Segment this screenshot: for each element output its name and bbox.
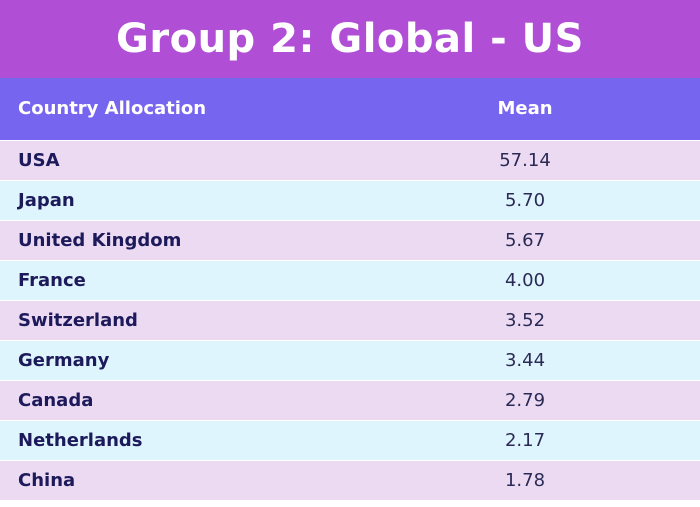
table-row: China 1.78 (0, 461, 700, 500)
mean-cell: 3.44 (504, 350, 546, 371)
mean-cell: 3.52 (504, 310, 546, 331)
table-row: Netherlands 2.17 (0, 421, 700, 460)
table-header-row: Country Allocation Mean (0, 78, 700, 140)
mean-cell: 4.00 (504, 270, 546, 291)
table-row: Japan 5.70 (0, 181, 700, 220)
table-row: France 4.00 (0, 261, 700, 300)
column-header-mean: Mean (497, 98, 553, 119)
mean-cell: 5.67 (504, 230, 546, 251)
country-cell: Netherlands (18, 430, 143, 451)
mean-cell: 5.70 (504, 190, 546, 211)
page-title: Group 2: Global - US (116, 16, 584, 62)
mean-cell: 2.79 (504, 390, 546, 411)
country-cell: China (18, 470, 76, 491)
title-bar: Group 2: Global - US (0, 0, 700, 78)
country-cell: USA (18, 150, 60, 171)
column-header-country: Country Allocation (18, 98, 207, 119)
table-row: Switzerland 3.52 (0, 301, 700, 340)
country-cell: Japan (18, 190, 75, 211)
country-cell: United Kingdom (18, 230, 182, 251)
mean-cell: 1.78 (504, 470, 546, 491)
mean-cell: 57.14 (499, 150, 551, 171)
country-cell: France (18, 270, 86, 291)
mean-cell: 2.17 (504, 430, 546, 451)
country-cell: Canada (18, 390, 94, 411)
table-row: USA 57.14 (0, 141, 700, 180)
table-row: Germany 3.44 (0, 341, 700, 380)
table-body: USA 57.14 Japan 5.70 United Kingdom 5.67… (0, 141, 700, 501)
country-cell: Germany (18, 350, 110, 371)
table-row: Canada 2.79 (0, 381, 700, 420)
table-row: United Kingdom 5.67 (0, 221, 700, 260)
country-cell: Switzerland (18, 310, 138, 331)
